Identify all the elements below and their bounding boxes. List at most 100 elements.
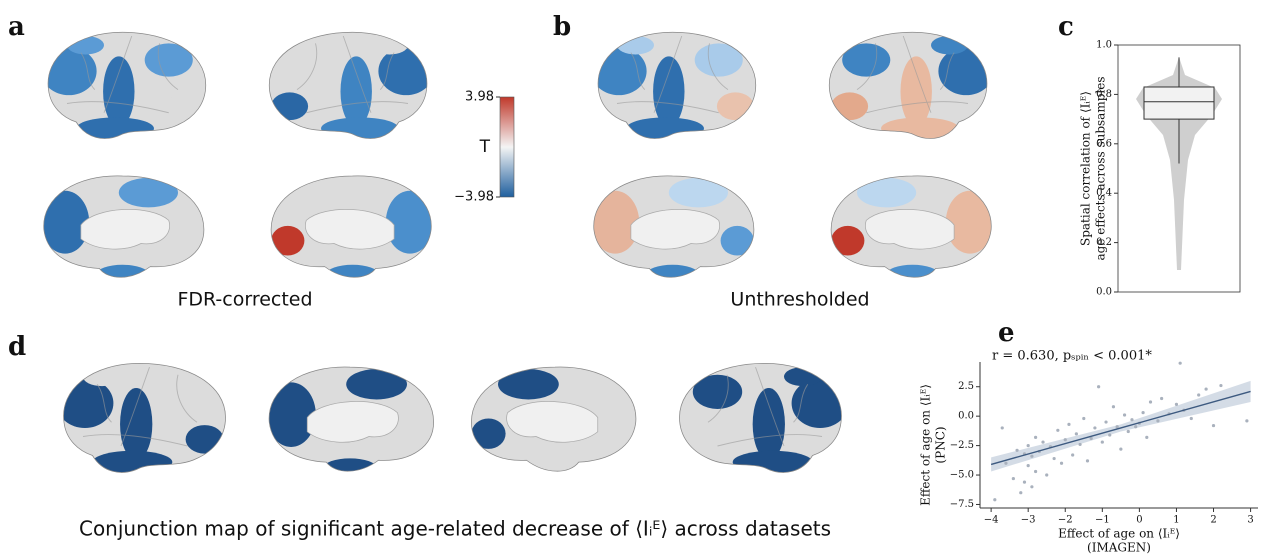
figure: a b c d e FDR-corrected Unthresholded Co… <box>0 0 1272 554</box>
point <box>1090 437 1093 440</box>
y-tick-label: −5.0 <box>950 470 974 481</box>
point <box>1041 440 1044 443</box>
y-tick-label: 0.0 <box>1096 287 1112 298</box>
point <box>1086 459 1089 462</box>
point <box>1141 411 1144 414</box>
point <box>1082 417 1085 420</box>
point <box>1130 418 1133 421</box>
point <box>1064 438 1067 441</box>
x-tick-label: 1 <box>1173 515 1179 526</box>
panel-label: c <box>1058 12 1074 42</box>
y-axis-label: (PNC) <box>934 426 948 463</box>
point <box>1004 462 1007 465</box>
x-tick-label: 3 <box>1247 515 1253 526</box>
y-tick-label: 2.5 <box>958 381 974 392</box>
point <box>1067 423 1070 426</box>
x-axis-label: (IMAGEN) <box>1087 541 1151 554</box>
confidence-band <box>991 381 1250 472</box>
point <box>1071 453 1074 456</box>
caption: FDR-corrected <box>177 289 312 311</box>
x-tick-label: −2 <box>1058 515 1073 526</box>
point <box>1119 448 1122 451</box>
point <box>993 498 996 501</box>
panel-label: d <box>8 332 26 362</box>
panel-label: b <box>553 12 571 42</box>
point <box>1093 426 1096 429</box>
x-tick-label: −4 <box>984 515 999 526</box>
point <box>1212 424 1215 427</box>
brain-lateral <box>269 32 434 139</box>
regression-line <box>991 391 1250 464</box>
point <box>1027 464 1030 467</box>
point <box>1134 425 1137 428</box>
annotation: r = 0.630, pₛₚᵢₙ < 0.001* <box>992 349 1152 364</box>
point <box>1075 432 1078 435</box>
brain-lateral <box>829 32 994 139</box>
point <box>1190 417 1193 420</box>
colorbar-label: T <box>479 137 491 157</box>
point <box>1027 444 1030 447</box>
point <box>1179 362 1182 365</box>
point <box>1060 462 1063 465</box>
point <box>1078 443 1081 446</box>
x-tick-label: −3 <box>1021 515 1036 526</box>
brain-medial <box>271 176 434 283</box>
caption: Conjunction map of significant age-relat… <box>79 517 831 541</box>
point <box>1112 405 1115 408</box>
brain-medial <box>41 176 204 283</box>
point <box>1116 425 1119 428</box>
x-tick-label: −1 <box>1095 515 1110 526</box>
brain-medial <box>831 176 994 283</box>
y-tick-label: 1.0 <box>1096 40 1112 51</box>
point <box>1034 436 1037 439</box>
panel-label: a <box>8 12 25 42</box>
colorbar-tick-label: −3.98 <box>454 190 494 205</box>
point <box>1245 419 1248 422</box>
panel-label: e <box>998 318 1015 348</box>
y-tick-label: 0.0 <box>958 411 974 422</box>
point <box>1160 397 1163 400</box>
point <box>1123 413 1126 416</box>
point <box>1104 420 1107 423</box>
point <box>1034 470 1037 473</box>
brain-medial <box>591 176 754 283</box>
point <box>1219 384 1222 387</box>
brain-medial <box>266 367 433 477</box>
point <box>1097 385 1100 388</box>
point <box>1175 403 1178 406</box>
x-axis-label: Effect of age on ⟨Iᵢᴱ⟩ <box>1058 527 1180 541</box>
point <box>1023 480 1026 483</box>
point <box>1149 400 1152 403</box>
point <box>1019 491 1022 494</box>
y-tick-label: −7.5 <box>950 499 974 510</box>
point <box>1053 457 1056 460</box>
point <box>1156 419 1159 422</box>
point <box>1012 477 1015 480</box>
brain-lateral <box>41 32 206 139</box>
y-tick-label: −2.5 <box>950 440 974 451</box>
brain-lateral <box>56 363 225 473</box>
box <box>1144 87 1214 119</box>
colorbar-tick-label: 3.98 <box>465 90 494 105</box>
point <box>1197 393 1200 396</box>
point <box>1205 387 1208 390</box>
x-tick-label: 0 <box>1136 515 1142 526</box>
y-axis-label: age effects across subsamples <box>1094 76 1108 260</box>
point <box>1056 429 1059 432</box>
point <box>1001 426 1004 429</box>
point <box>1108 433 1111 436</box>
caption: Unthresholded <box>730 289 869 311</box>
x-tick-label: 2 <box>1210 515 1216 526</box>
y-axis-label: Effect of age on ⟨Iᵢᴱ⟩ <box>919 384 933 506</box>
point <box>1145 436 1148 439</box>
colorbar <box>500 97 514 197</box>
point <box>1127 430 1130 433</box>
y-axis-label: Spatial correlation of ⟨Iᵢᴱ⟩ <box>1079 91 1093 246</box>
point <box>1015 449 1018 452</box>
point <box>1101 440 1104 443</box>
point <box>1045 473 1048 476</box>
brain-lateral <box>680 363 849 473</box>
point <box>1030 455 1033 458</box>
brain-medial <box>471 367 638 477</box>
brain-lateral <box>591 32 756 139</box>
